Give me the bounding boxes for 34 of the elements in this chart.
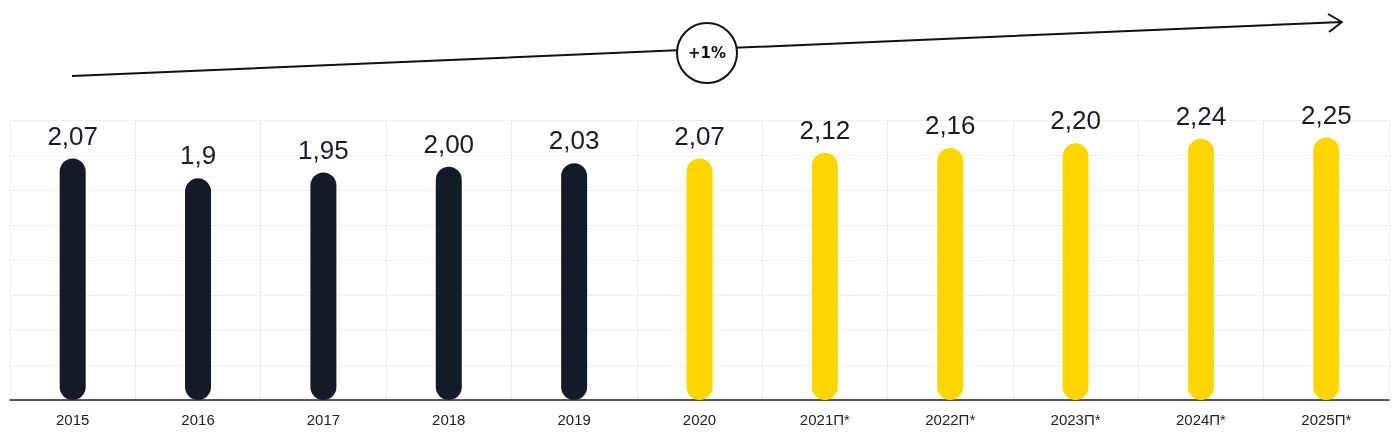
x-tick-label: 2022П* [925,411,976,428]
data-label: 1,95 [298,134,349,165]
data-label: 2,03 [548,125,600,156]
x-tick-label: 2015 [55,411,90,428]
data-label: 2,12 [799,114,851,145]
x-tick-label: 2020 [682,411,717,428]
x-tick-label: 2024П* [1175,411,1227,428]
data-label: 2,16 [924,110,976,140]
data-label: 2,25 [1301,99,1352,130]
bar [561,163,588,400]
bar [686,158,713,400]
x-tick-label: 2023П* [1050,411,1101,428]
data-label: 2,07 [674,120,725,151]
bar [59,158,86,400]
x-tick-label: 2025П* [1301,411,1352,428]
bar [811,152,838,400]
data-label: 2,00 [423,128,475,159]
x-tick-label: 2019 [557,411,591,428]
data-label: 2,24 [1175,100,1227,131]
bar [1187,138,1214,400]
x-tick-label: 2017 [306,411,341,428]
text: +1% [676,22,738,84]
x-tick-label: 2021П* [799,411,851,428]
bar [435,166,462,400]
bar [1062,143,1089,400]
bar [185,178,212,400]
data-label: 2,20 [1050,105,1101,136]
data-label: 1,9 [179,140,217,171]
bar [1313,137,1340,400]
bar [937,148,964,400]
data-label: 2,07 [47,120,98,151]
x-tick-label: 2018 [432,411,466,428]
x-tick-label: 2016 [181,411,215,428]
bar [310,172,337,400]
